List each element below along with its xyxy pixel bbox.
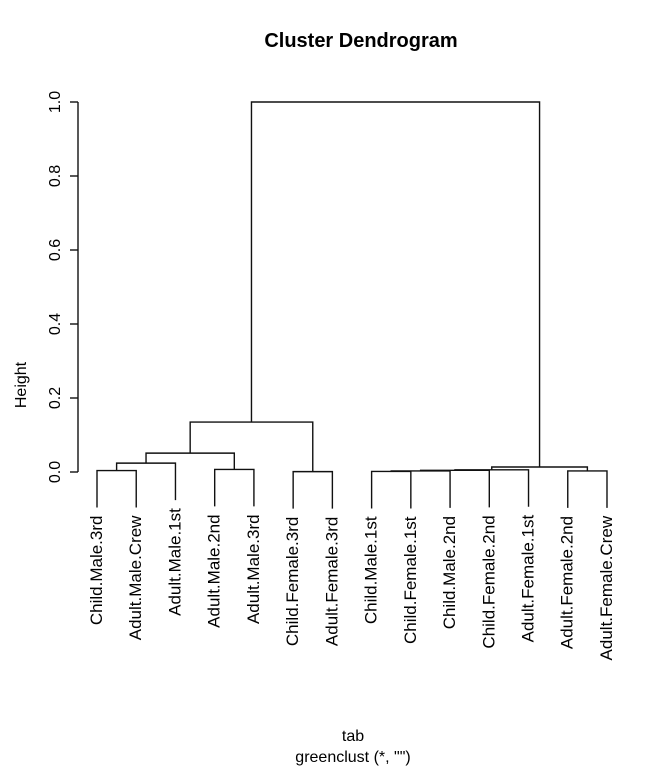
- dendrogram-branch: [292, 470, 334, 509]
- y-axis-tick-label: 0.2: [47, 387, 64, 409]
- dendrogram-branch: [250, 101, 541, 468]
- y-axis-tick-label: 0.0: [47, 461, 64, 483]
- dendrogram-branch: [390, 470, 451, 508]
- y-axis-tick-label: 0.6: [47, 239, 64, 261]
- x-axis-caption-line1: tab: [342, 728, 364, 745]
- dendrogram-branch: [567, 470, 608, 508]
- y-axis: 0.0 0.2 0.4 0.6 0.8 1.0: [47, 91, 79, 483]
- dendrogram-branch: [189, 421, 314, 472]
- leaf-label: Child.Female.3rd: [283, 517, 302, 646]
- leaf-label: Adult.Female.Crew: [597, 515, 616, 660]
- dendrogram-branch: [213, 468, 255, 507]
- leaf-label: Child.Male.3rd: [87, 516, 106, 626]
- dendrogram-tree: [96, 101, 608, 509]
- dendrogram-branch: [419, 469, 490, 508]
- dendrogram-branch: [96, 469, 137, 508]
- x-axis-caption-line2: greenclust (*, ""): [295, 749, 410, 766]
- leaf-label: Child.Female.1st: [401, 516, 420, 644]
- dendrogram-branch: [115, 462, 177, 501]
- y-axis-tick-label: 0.4: [47, 313, 64, 335]
- dendrogram-branch: [454, 469, 530, 507]
- chart-title: Cluster Dendrogram: [264, 30, 457, 52]
- leaf-label: Adult.Male.1st: [165, 508, 184, 616]
- leaf-label: Adult.Male.3rd: [244, 514, 263, 624]
- y-axis-title: Height: [13, 361, 30, 408]
- leaf-label: Adult.Female.1st: [519, 515, 538, 643]
- y-axis-tick-label: 1.0: [47, 91, 64, 113]
- y-axis-tick-label: 0.8: [47, 165, 64, 187]
- leaf-label: Adult.Male.Crew: [126, 515, 145, 640]
- leaf-label: Child.Female.2nd: [479, 515, 498, 648]
- dendrogram-branch: [370, 470, 412, 509]
- leaf-label: Child.Male.2nd: [440, 516, 459, 629]
- leaf-label: Adult.Male.2nd: [205, 514, 224, 627]
- leaf-label: Child.Male.1st: [362, 516, 381, 624]
- dendrogram-branch: [145, 452, 236, 470]
- leaf-label: Adult.Female.2nd: [558, 516, 577, 649]
- leaf-label: Adult.Female.3rd: [322, 517, 341, 646]
- leaf-labels: Child.Male.3rd Adult.Male.Crew Adult.Male.…: [87, 508, 616, 661]
